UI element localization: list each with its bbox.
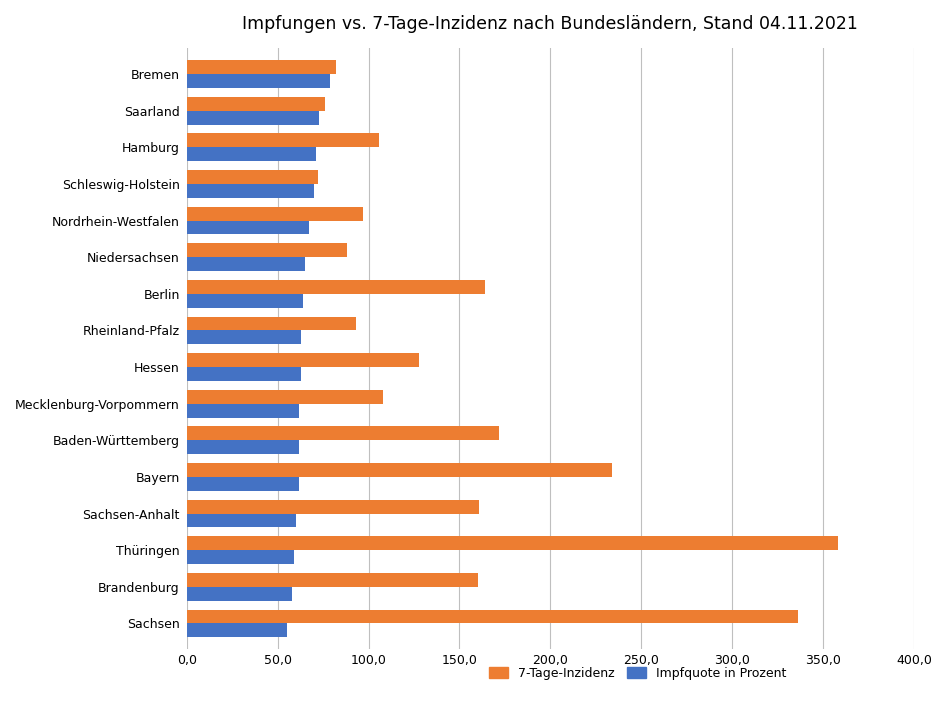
Bar bbox=[187, 257, 305, 271]
Bar bbox=[187, 330, 301, 344]
Bar bbox=[187, 573, 477, 587]
Bar bbox=[187, 624, 287, 637]
Bar bbox=[187, 404, 299, 417]
Bar bbox=[187, 550, 294, 564]
Bar bbox=[187, 463, 612, 477]
Bar bbox=[187, 184, 314, 198]
Bar bbox=[187, 170, 317, 184]
Bar bbox=[187, 280, 485, 294]
Bar bbox=[187, 221, 309, 234]
Bar bbox=[187, 587, 293, 600]
Bar bbox=[187, 426, 499, 441]
Bar bbox=[187, 367, 301, 381]
Bar bbox=[187, 477, 299, 491]
Bar bbox=[187, 60, 336, 74]
Title: Impfungen vs. 7-Tage-Inzidenz nach Bundesländern, Stand 04.11.2021: Impfungen vs. 7-Tage-Inzidenz nach Bunde… bbox=[242, 15, 858, 33]
Bar bbox=[187, 353, 420, 367]
Bar bbox=[187, 74, 331, 88]
Bar bbox=[187, 147, 315, 161]
Bar bbox=[187, 243, 347, 257]
Bar bbox=[187, 207, 363, 221]
Bar bbox=[187, 441, 299, 454]
Bar bbox=[187, 317, 356, 330]
Bar bbox=[187, 134, 380, 147]
Bar bbox=[187, 513, 295, 528]
Legend: 7-Tage-Inzidenz, Impfquote in Prozent: 7-Tage-Inzidenz, Impfquote in Prozent bbox=[484, 662, 791, 685]
Bar bbox=[187, 610, 797, 624]
Bar bbox=[187, 110, 319, 125]
Bar bbox=[187, 97, 325, 110]
Bar bbox=[187, 294, 303, 308]
Bar bbox=[187, 499, 479, 513]
Bar bbox=[187, 537, 838, 550]
Bar bbox=[187, 390, 384, 404]
